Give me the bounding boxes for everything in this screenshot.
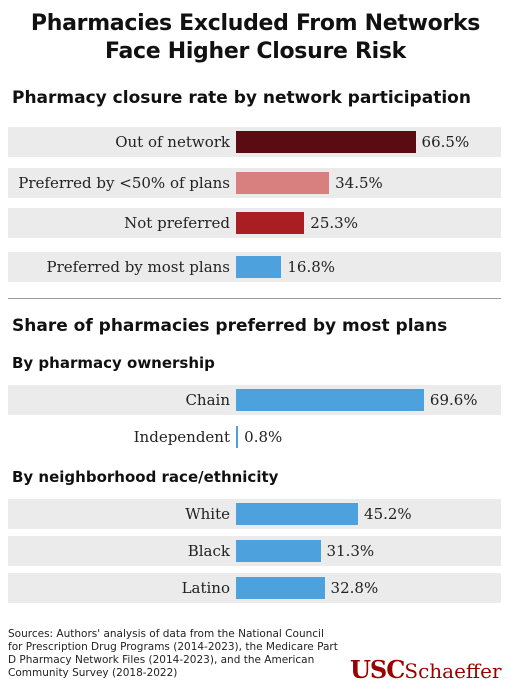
bar-category-label: Not preferred [124,214,230,232]
bar [236,577,325,599]
bar-value-label: 69.6% [429,391,478,409]
bar-value-label: 66.5% [421,133,470,151]
bar [236,212,305,234]
chart-row: White 45.2% [8,499,501,529]
logo-schaeffer: Schaeffer [404,659,502,683]
chart-row: Not preferred 25.3% [8,208,501,238]
bar-value-label: 34.5% [335,174,383,192]
bar-value-label: 31.3% [326,542,375,560]
bar [236,389,424,411]
chart-row: Latino 32.8% [8,573,501,603]
chart1-title: Pharmacy closure rate by network partici… [12,88,471,108]
bar-category-label: White [185,505,230,523]
page-title: Pharmacies Excluded From Networks Face H… [0,10,511,66]
bar-value-label: 25.3% [310,214,358,232]
bar-category-label: Out of network [115,133,230,151]
logo-usc: USC [350,655,405,684]
chart3-subtitle: By neighborhood race/ethnicity [12,468,279,486]
bar [236,256,282,278]
bar [236,426,239,448]
chart-row: Black 31.3% [8,536,501,566]
bar-value-label: 0.8% [244,428,283,446]
chart2-title: Share of pharmacies preferred by most pl… [12,316,448,336]
bar-category-label: Preferred by <50% of plans [18,174,230,192]
section-divider [8,298,501,299]
chart2-subtitle: By pharmacy ownership [12,354,215,372]
chart-row: Out of network 66.5% [8,127,501,157]
bar-category-label: Chain [185,391,230,409]
bar-category-label: Independent [133,428,230,446]
bar-value-label: 32.8% [330,579,379,597]
chart-row: Preferred by <50% of plans 34.5% [8,168,501,198]
bar [236,172,330,194]
bar [236,540,321,562]
chart-row: Chain 69.6% [8,385,501,415]
bar [236,131,416,153]
usc-schaeffer-logo: USCSchaeffer [350,655,502,686]
bar-value-label: 45.2% [364,505,412,523]
sources-note: Sources: Authors' analysis of data from … [8,628,338,679]
bar-category-label: Black [187,542,230,560]
bar-value-label: 16.8% [287,258,336,276]
chart-row: Preferred by most plans 16.8% [8,252,501,282]
chart-row: Independent 0.8% [8,422,501,452]
title-line-1: Pharmacies Excluded From Networks [30,11,481,36]
bar [236,503,359,525]
bar-category-label: Latino [181,579,230,597]
title-line-2: Face Higher Closure Risk [105,39,406,64]
bar-category-label: Preferred by most plans [46,258,230,276]
